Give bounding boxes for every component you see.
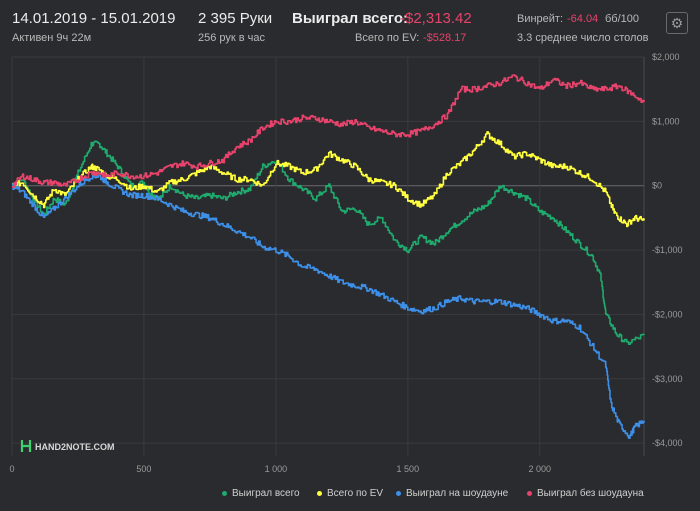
won-total-value: -$2,313.42 [400,10,472,27]
y-tick-label: $0 [652,181,662,191]
y-axis-labels: $2,000 $1,000 $0 -$1,000 -$2,000 -$3,000 -$4,0… [652,52,683,448]
legend-label: Выиграл всего [232,488,300,499]
x-tick-label: 1 500 [397,464,420,474]
legend-label: Выиграл без шоудауна [537,488,644,499]
series-lines [12,74,645,439]
ev-total-value: -$528.17 [423,32,467,44]
winrate-label: Винрейт: [517,13,564,25]
x-tick-label: 0 [9,464,14,474]
y-tick-label: -$2,000 [652,309,683,319]
winrate-unit: бб/100 [605,13,640,25]
legend-item-won-no-showdown[interactable]: Выиграл без шоудауна [527,488,644,499]
x-tick-label: 1 000 [265,464,288,474]
series-line-won-total [12,140,645,345]
legend-dot-icon [222,490,227,496]
hand2note-logo: HAND2NOTE.COM [20,440,115,452]
series-line-won-no-showdown [12,74,645,189]
stats-header: 14.01.2019 - 15.01.2019 Активен 9ч 22м 2… [0,0,700,50]
y-tick-label: -$4,000 [652,438,683,448]
y-tick-label: $1,000 [652,116,680,126]
legend-item-ev-total[interactable]: Всего по EV [317,488,383,499]
hands-count: 2 395 Руки [198,10,273,27]
legend-item-won-total[interactable]: Выиграл всего [222,488,300,499]
legend-dot-icon [527,490,532,496]
date-range: 14.01.2019 - 15.01.2019 [12,10,176,27]
legend-dot-icon [317,490,322,496]
x-tick-label: 2 000 [529,464,552,474]
legend-label: Выиграл на шоудауне [406,488,509,499]
x-axis-labels: 0 500 1 000 1 500 2 000 [9,464,551,474]
won-total-label: Выиграл всего: [292,10,409,27]
winrate-value: -64.04 [567,13,599,25]
legend-dot-icon [396,490,401,496]
chart-area: $2,000 $1,000 $0 -$1,000 -$2,000 -$3,000 -$4,0… [9,52,683,474]
x-tick-label: 500 [136,464,151,474]
legend-label: Всего по EV [327,488,384,499]
avg-tables: 3.3 среднее число столов [517,32,649,44]
legend-item-won-showdown[interactable]: Выиграл на шоудауне [396,488,508,499]
y-tick-label: -$1,000 [652,245,683,255]
ev-total-label: Всего по EV: [355,32,420,44]
hands-per-hour: 256 рук в час [198,32,266,44]
active-time: Активен 9ч 22м [12,32,92,44]
y-tick-label: -$3,000 [652,374,683,384]
series-line-won-showdown [12,172,645,439]
logo-mark-icon [20,440,32,452]
y-tick-label: $2,000 [652,52,680,62]
grid [11,56,645,456]
gear-icon[interactable]: ⚙ [666,12,688,34]
logo-text: HAND2NOTE.COM [35,442,115,452]
